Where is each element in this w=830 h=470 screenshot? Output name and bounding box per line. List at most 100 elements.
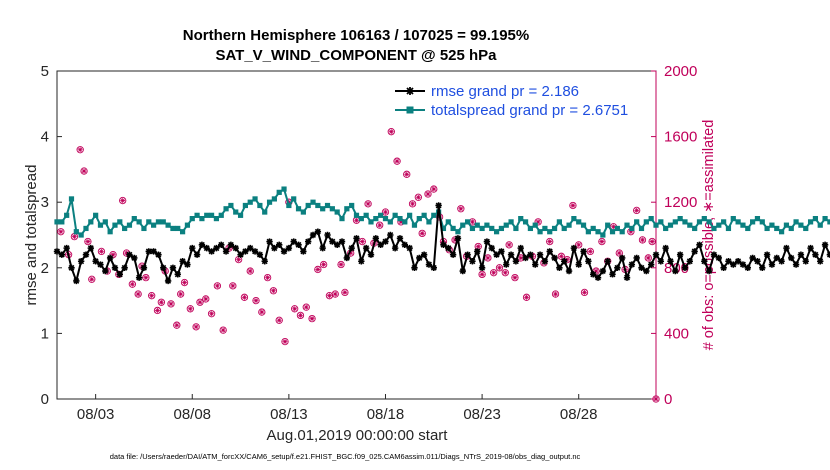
totalspread-point (373, 216, 379, 222)
rmse-point (102, 267, 109, 275)
totalspread-point (634, 219, 640, 225)
totalspread-point (489, 225, 495, 232)
rmse-point (802, 258, 809, 265)
totalspread-point (320, 206, 326, 212)
y-tick-label: 1 (41, 325, 49, 342)
totalspread-point (247, 199, 253, 205)
rmse-point (618, 254, 626, 262)
left-y-axis: 0 1 2 3 4 5 (41, 63, 62, 408)
y-tick-label: 4 (41, 129, 49, 146)
rmse-point (208, 248, 215, 255)
obs-possible-marker (387, 128, 395, 136)
rmse-point (155, 251, 162, 258)
obs-assimilated-marker (292, 306, 298, 312)
obs-possible-marker (393, 157, 401, 165)
totalspread-point (677, 216, 683, 222)
obs-assimilated-marker (81, 168, 87, 174)
totalspread-point (696, 219, 703, 225)
obs-assimilated-marker (348, 250, 354, 256)
obs-point (202, 295, 210, 303)
obs-assimilated-marker (332, 291, 338, 297)
obs-possible-marker (381, 208, 390, 216)
legend: rmse grand pr = 2.186 totalspread grand … (391, 79, 653, 121)
totalspread-point (503, 222, 509, 228)
series-lines (53, 186, 830, 285)
obs-possible-marker (490, 269, 498, 277)
y-tick-label: 3 (41, 194, 49, 211)
chart-subtitle: SAT_V_WIND_COMPONENT @ 525 hPa (215, 47, 497, 64)
right-y-axis-label: # of obs: o=possible; ∗=assimilated (701, 120, 717, 351)
obs-assimilated-marker (570, 203, 576, 208)
obs-assimilated-marker (182, 280, 187, 285)
rmse-point (672, 267, 679, 275)
obs-assimilated-marker (383, 209, 388, 215)
obs-assimilated-marker (58, 229, 64, 235)
obs-assimilated-marker (593, 268, 599, 274)
totalspread-point (426, 219, 432, 225)
totalspread-point (754, 216, 761, 222)
obs-assimilated-marker (276, 317, 282, 323)
obs-assimilated-marker (282, 339, 288, 344)
obs-possible-marker (186, 305, 194, 313)
obs-assimilated-marker (242, 294, 247, 300)
obs-possible-marker (157, 298, 165, 306)
obs-assimilated-marker (71, 234, 77, 240)
rmse-point (329, 238, 336, 245)
totalspread-point (778, 229, 785, 235)
obs-point (258, 308, 266, 316)
obs-assimilated-marker (321, 262, 327, 267)
obs-point (246, 267, 254, 275)
obs-assimilated-marker (497, 265, 502, 271)
obs-assimilated-marker (558, 253, 564, 259)
totalspread-point (107, 229, 113, 235)
rmse-point (97, 261, 104, 268)
totalspread-point (740, 222, 746, 228)
obs-possible-marker (511, 273, 519, 282)
totalspread-point (547, 229, 553, 235)
rmse-point (82, 251, 90, 258)
rmse-point (406, 244, 413, 252)
y-tick-label: 5 (41, 63, 49, 80)
obs-assimilated-marker (155, 308, 160, 313)
rmse-point (662, 244, 669, 252)
obs-assimilated-marker (193, 324, 199, 330)
totalspread-point (151, 222, 157, 228)
rmse-point (614, 264, 621, 271)
obs-point (57, 228, 65, 236)
obs-possible-marker (551, 290, 560, 298)
obs-point (534, 218, 542, 226)
totalspread-point (141, 225, 147, 232)
rmse-point (604, 258, 611, 265)
obs-point (337, 260, 345, 269)
totalspread-point (745, 225, 751, 232)
obs-point (196, 298, 204, 306)
totalspread-point (566, 222, 572, 228)
obs-possible-marker (424, 190, 432, 198)
totalspread-point (518, 216, 524, 222)
totalspread-point (126, 222, 133, 228)
totalspread-point (416, 216, 422, 222)
legend-rmse-star (406, 87, 414, 95)
obs-assimilated-marker (315, 267, 321, 272)
obs-possible-marker (134, 290, 142, 298)
totalspread-point (407, 212, 413, 218)
rmse-point (372, 235, 380, 242)
obs-assimilated-marker (524, 294, 529, 300)
totalspread-point (643, 219, 649, 225)
totalspread-point (353, 212, 360, 218)
obs-assimilated-marker (124, 250, 129, 256)
rmse-point (416, 254, 423, 262)
obs-point (142, 273, 150, 282)
totalspread-point (146, 219, 152, 225)
rmse-point (256, 251, 264, 258)
rmse-point (411, 264, 418, 271)
obs-possible-marker (633, 206, 641, 215)
obs-point (358, 237, 366, 246)
totalspread-point (532, 222, 538, 228)
rmse-point (570, 244, 578, 252)
totalspread-point (93, 212, 99, 218)
totalspread-point (667, 222, 674, 228)
obs-assimilated-marker (512, 275, 518, 281)
obs-assimilated-marker (309, 316, 315, 322)
